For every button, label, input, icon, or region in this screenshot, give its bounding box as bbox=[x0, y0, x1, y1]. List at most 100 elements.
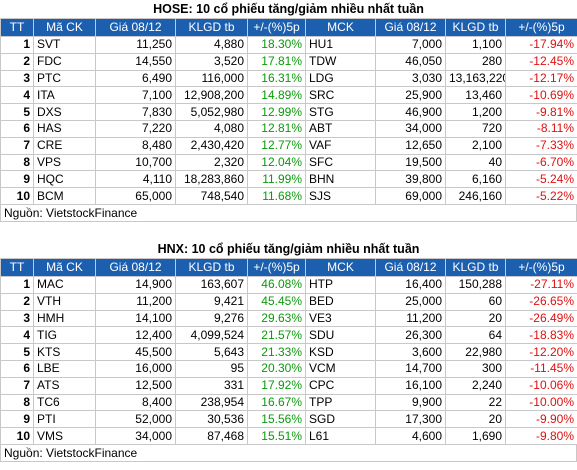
source-note: Nguồn: VietstockFinance bbox=[0, 444, 577, 462]
header-cell: +/-(%)5p bbox=[247, 18, 306, 37]
cell: 2,100 bbox=[445, 136, 506, 155]
data-row: 1 MAC 14,900 163,607 46.08% HTP 16,400 150,288-… bbox=[0, 276, 577, 294]
cell: VPS bbox=[33, 153, 96, 172]
header-row: TT Mã CK Giá 08/12 KLGD tb +/-(%)5p MCK Giá 08… bbox=[0, 18, 577, 37]
cell: 13,460 bbox=[445, 86, 506, 105]
data-row: 4 ITA 7,100 12,908,200 14.89% SRC 25,900 13,460… bbox=[0, 86, 577, 105]
cell: SGD bbox=[305, 410, 376, 429]
cell: CPC bbox=[305, 376, 376, 395]
data-row: 7 CRE 8,480 2,430,420 12.77% VAF 12,650 2,100 -7… bbox=[0, 136, 577, 155]
table-body: 1 SVT 11,250 4,880 18.30% HU1 7,000 1,100 -17.94… bbox=[0, 36, 577, 205]
header-cell: +/-(%)5p bbox=[247, 258, 306, 277]
stock-table: TT Mã CK Giá 08/12 KLGD tb +/-(%)5p MCK Giá 08… bbox=[0, 258, 577, 445]
cell: HMH bbox=[33, 309, 96, 328]
cell: 14,700 bbox=[375, 359, 446, 378]
cell: 17.81% bbox=[247, 52, 306, 71]
header-cell: Giá 08/12 bbox=[95, 258, 176, 277]
cell: LBE bbox=[33, 359, 96, 378]
cell: -10.00% bbox=[505, 393, 577, 412]
cell: 46.08% bbox=[247, 276, 306, 294]
cell: 7 bbox=[0, 136, 34, 155]
cell: -26.65% bbox=[505, 292, 577, 311]
cell: 14,550 bbox=[95, 52, 176, 71]
table-title: HOSE: 10 cổ phiếu tăng/giảm nhiều nhất t… bbox=[153, 2, 424, 16]
cell: 4,080 bbox=[175, 119, 248, 138]
data-row: 6 HAS 7,220 4,080 12.81% ABT 34,000 720 -8.11% bbox=[0, 119, 577, 138]
cell: -12.45% bbox=[505, 52, 577, 71]
cell: 22,980 bbox=[445, 343, 506, 361]
cell: 1,200 bbox=[445, 103, 506, 121]
header-cell: Giá 08/12 bbox=[375, 18, 446, 37]
cell: 45.45% bbox=[247, 292, 306, 311]
header-cell: Giá 08/12 bbox=[95, 18, 176, 37]
cell: 11,200 bbox=[95, 292, 176, 311]
cell: 4,600 bbox=[375, 427, 446, 445]
cell: 12.04% bbox=[247, 153, 306, 172]
cell: 11.68% bbox=[247, 187, 306, 205]
cell: 95 bbox=[175, 359, 248, 378]
cell: -9.90% bbox=[505, 410, 577, 429]
cell: 8,480 bbox=[95, 136, 176, 155]
cell: 20 bbox=[445, 410, 506, 429]
cell: -10.06% bbox=[505, 376, 577, 395]
table-title: HNX: 10 cổ phiếu tăng/giảm nhiều nhất tu… bbox=[157, 242, 420, 256]
cell: 87,468 bbox=[175, 427, 248, 445]
cell: 331 bbox=[175, 376, 248, 395]
table-head: TT Mã CK Giá 08/12 KLGD tb +/-(%)5p MCK Giá 08… bbox=[0, 18, 577, 37]
cell: 246,160 bbox=[445, 187, 506, 205]
cell: BED bbox=[305, 292, 376, 311]
cell: -8.11% bbox=[505, 119, 577, 138]
cell: 3,030 bbox=[375, 69, 446, 88]
data-row: 2 VTH 11,200 9,421 45.45% BED 25,000 60 -26.65% bbox=[0, 292, 577, 311]
cell: 4,110 bbox=[95, 170, 176, 189]
cell: TC6 bbox=[33, 393, 96, 412]
cell: L61 bbox=[305, 427, 376, 445]
cell: 8 bbox=[0, 393, 34, 412]
data-row: 5 KTS 45,500 5,643 21.33% KSD 3,600 22,980 -12.2… bbox=[0, 343, 577, 361]
cell: TPP bbox=[305, 393, 376, 412]
cell: -9.80% bbox=[505, 427, 577, 445]
cell: 5,052,980 bbox=[175, 103, 248, 121]
cell: 65,000 bbox=[95, 187, 176, 205]
cell: 15.56% bbox=[247, 410, 306, 429]
header-cell: +/-(%)5p bbox=[505, 18, 577, 37]
cell: HQC bbox=[33, 170, 96, 189]
cell: 25,000 bbox=[375, 292, 446, 311]
data-row: 5 DXS 7,830 5,052,980 12.99% STG 46,900 1,200 -9… bbox=[0, 103, 577, 121]
cell: -6.70% bbox=[505, 153, 577, 172]
cell: 5 bbox=[0, 103, 34, 121]
cell: 46,050 bbox=[375, 52, 446, 71]
cell: -17.94% bbox=[505, 36, 577, 54]
cell: 2,240 bbox=[445, 376, 506, 395]
cell: 11.99% bbox=[247, 170, 306, 189]
cell: 11,250 bbox=[95, 36, 176, 54]
cell: 9,421 bbox=[175, 292, 248, 311]
cell: HU1 bbox=[305, 36, 376, 54]
cell: BHN bbox=[305, 170, 376, 189]
table-block: HNX: 10 cổ phiếu tăng/giảm nhiều nhất tu… bbox=[0, 240, 577, 462]
data-row: 9 HQC 4,110 18,283,860 11.99% BHN 39,800 6,160-… bbox=[0, 170, 577, 189]
cell: CRE bbox=[33, 136, 96, 155]
cell: VTH bbox=[33, 292, 96, 311]
cell: 3 bbox=[0, 309, 34, 328]
cell: 8 bbox=[0, 153, 34, 172]
cell: 46,900 bbox=[375, 103, 446, 121]
cell: 2,430,420 bbox=[175, 136, 248, 155]
cell: ATS bbox=[33, 376, 96, 395]
header-cell: Giá 08/12 bbox=[375, 258, 446, 277]
data-row: 1 SVT 11,250 4,880 18.30% HU1 7,000 1,100 -17.94… bbox=[0, 36, 577, 54]
cell: 116,000 bbox=[175, 69, 248, 88]
cell: 9 bbox=[0, 170, 34, 189]
cell: 16,400 bbox=[375, 276, 446, 294]
header-cell: TT bbox=[0, 18, 34, 37]
cell: -5.24% bbox=[505, 170, 577, 189]
header-row: TT Mã CK Giá 08/12 KLGD tb +/-(%)5p MCK Giá 08… bbox=[0, 258, 577, 277]
cell: HAS bbox=[33, 119, 96, 138]
cell: 280 bbox=[445, 52, 506, 71]
cell: DXS bbox=[33, 103, 96, 121]
data-row: 4 TIG 12,400 4,099,524 21.57% SDU 26,300 64 -18.… bbox=[0, 326, 577, 345]
cell: VCM bbox=[305, 359, 376, 378]
cell: -12.17% bbox=[505, 69, 577, 88]
cell: 10,700 bbox=[95, 153, 176, 172]
